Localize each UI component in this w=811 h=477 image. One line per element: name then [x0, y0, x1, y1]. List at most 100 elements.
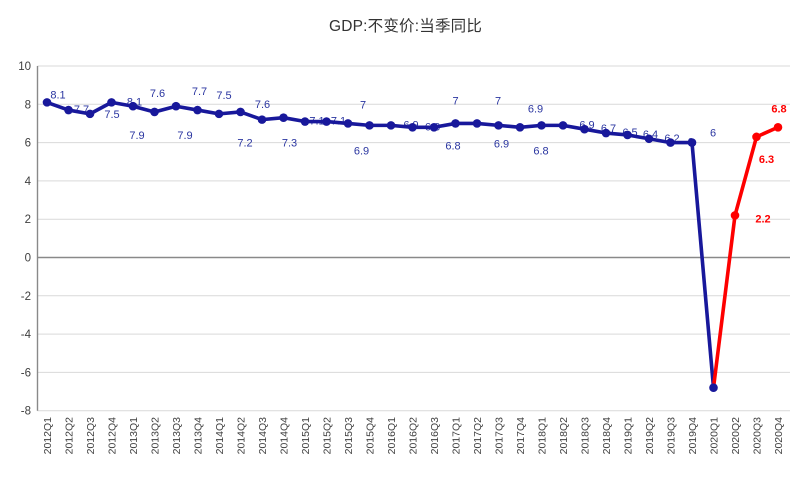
x-tick-label: 2016Q3	[429, 417, 441, 455]
data-point-blue	[236, 107, 245, 117]
data-label: 2.2	[755, 213, 770, 225]
data-point-blue	[451, 119, 460, 128]
data-point-blue	[580, 124, 589, 134]
data-label: 7	[495, 95, 501, 107]
x-tick-label: 2015Q1	[300, 417, 312, 455]
y-tick-label: 2	[25, 214, 31, 226]
data-label: 6.8	[533, 145, 548, 157]
x-tick-label: 2015Q4	[365, 417, 377, 455]
x-tick-label: 2019Q3	[666, 417, 678, 455]
data-point-blue	[429, 122, 439, 132]
y-tick-label: -2	[21, 291, 31, 303]
data-point-blue	[214, 109, 224, 119]
data-point-blue	[150, 107, 159, 117]
data-point-blue	[666, 138, 675, 147]
x-tick-label: 2017Q1	[451, 417, 463, 455]
data-label: 7.7	[192, 86, 207, 98]
data-point-blue	[537, 121, 546, 130]
data-label: 6.9	[494, 138, 509, 150]
data-label: 7	[452, 95, 458, 107]
data-point-blue	[558, 121, 568, 130]
x-tick-label: 2013Q4	[193, 417, 205, 455]
data-point-blue	[279, 113, 288, 123]
x-tick-label: 2019Q1	[623, 417, 635, 455]
y-tick-label: 10	[18, 61, 31, 73]
data-point-blue	[644, 134, 654, 144]
x-tick-label: 2019Q4	[687, 417, 699, 455]
data-point-blue	[687, 138, 697, 147]
y-tick-label: 0	[25, 253, 31, 265]
data-point-blue	[386, 121, 396, 130]
x-tick-label: 2017Q3	[494, 417, 506, 455]
data-point-blue	[472, 119, 482, 128]
data-label: 6.8	[771, 103, 786, 115]
data-point-blue	[494, 121, 503, 130]
x-tick-label: 2015Q2	[322, 417, 334, 455]
data-label: 7	[360, 99, 366, 111]
x-tick-label: 2015Q3	[343, 417, 355, 455]
x-tick-label: 2019Q2	[644, 417, 656, 455]
data-point-red	[752, 132, 761, 142]
data-point-blue	[709, 383, 718, 393]
data-label: 6.9	[354, 145, 369, 157]
data-point-blue	[322, 117, 331, 126]
data-point-blue	[257, 115, 267, 124]
data-point-blue	[64, 105, 73, 115]
y-tick-label: -8	[21, 406, 31, 418]
data-point-blue	[171, 101, 181, 111]
data-point-red	[730, 211, 740, 220]
gdp-line-blue	[45, 100, 716, 390]
data-point-blue	[408, 122, 417, 132]
data-point-blue	[42, 98, 52, 107]
gdp-line-red	[711, 125, 780, 390]
y-tick-label: -4	[21, 329, 32, 341]
data-label: 7.5	[104, 109, 119, 121]
data-point-blue	[343, 119, 353, 128]
data-label: 6.3	[759, 154, 774, 166]
data-point-blue	[515, 122, 525, 132]
data-point-red	[773, 122, 783, 132]
x-tick-label: 2013Q1	[128, 417, 140, 455]
data-point-blue	[365, 121, 374, 130]
x-tick-label: 2013Q3	[171, 417, 183, 455]
data-label: 7.6	[150, 88, 165, 100]
y-tick-label: 6	[25, 138, 31, 150]
x-tick-label: 2012Q1	[42, 417, 54, 455]
data-point-blue	[623, 130, 632, 140]
x-tick-label: 2013Q2	[150, 417, 162, 455]
data-point-blue	[193, 105, 202, 115]
x-tick-label: 2016Q2	[408, 417, 420, 455]
data-point-blue	[107, 98, 116, 107]
data-point-blue	[128, 101, 138, 111]
y-tick-label: 4	[25, 176, 32, 188]
x-tick-label: 2020Q3	[752, 417, 764, 455]
data-label: 7.6	[255, 99, 270, 111]
data-label: 7.5	[216, 90, 231, 102]
data-label: 7.3	[282, 138, 297, 150]
x-tick-label: 2018Q2	[558, 417, 570, 455]
data-point-blue	[300, 117, 310, 126]
x-tick-label: 2012Q3	[85, 417, 97, 455]
data-label: 6.9	[528, 103, 543, 115]
data-label: 7.9	[129, 130, 144, 142]
data-label: 8.1	[50, 89, 65, 101]
chart-title: GDP:不变价:当季同比	[328, 18, 483, 35]
data-label: 6.8	[445, 140, 460, 152]
x-tick-label: 2016Q1	[386, 417, 398, 455]
x-tick-label: 2012Q2	[64, 417, 76, 455]
x-tick-label: 2017Q4	[515, 417, 527, 455]
x-tick-label: 2014Q4	[279, 417, 291, 455]
x-tick-label: 2014Q1	[214, 417, 226, 455]
x-tick-label: 2020Q1	[709, 417, 721, 455]
x-tick-label: 2014Q3	[257, 417, 269, 455]
y-tick-label: -6	[21, 367, 31, 379]
data-point-blue	[601, 128, 611, 138]
x-tick-label: 2018Q3	[580, 417, 592, 455]
x-tick-label: 2020Q4	[773, 417, 785, 455]
y-tick-label: 8	[25, 99, 31, 111]
x-tick-label: 2018Q4	[601, 417, 613, 455]
data-label: 7.9	[177, 130, 192, 142]
x-tick-label: 2018Q1	[537, 417, 549, 455]
